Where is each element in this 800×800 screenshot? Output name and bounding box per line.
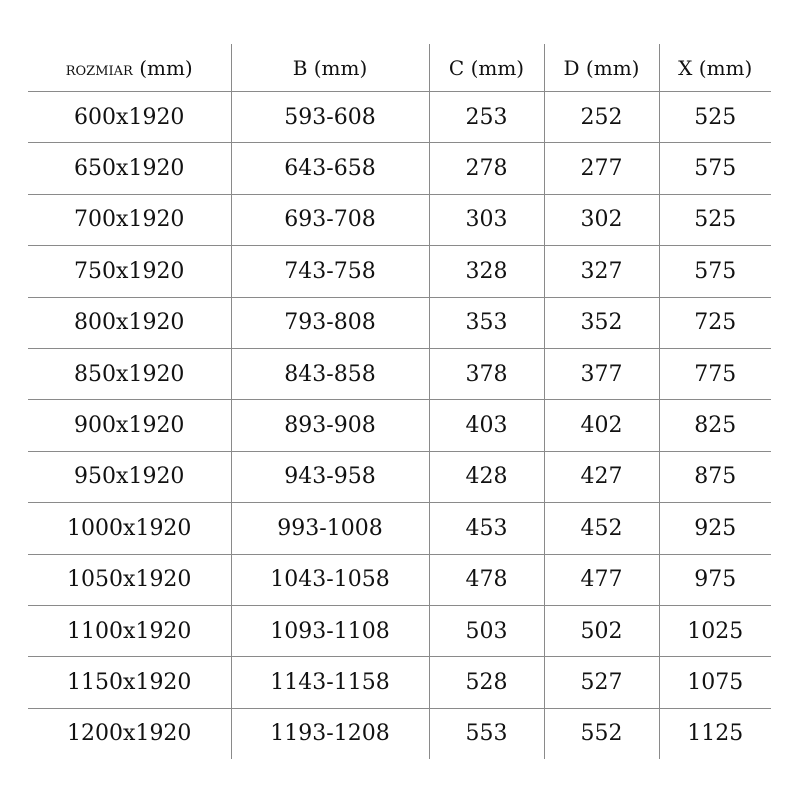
cell-size: 1100x1920 <box>28 605 231 658</box>
cell-x: 1025 <box>658 605 771 658</box>
cell-b: 693-708 <box>230 194 429 247</box>
cell-d: 352 <box>543 297 659 349</box>
cell-size: 1150x1920 <box>28 656 231 709</box>
cell-b: 643-658 <box>230 142 429 195</box>
header-label: X <box>678 55 693 80</box>
cell-size: 1050x1920 <box>28 554 231 606</box>
cell-d: 502 <box>543 605 659 658</box>
cell-b: 1193-1208 <box>230 708 429 760</box>
cell-c: 428 <box>428 451 544 504</box>
header-x: X (mm) <box>658 44 771 92</box>
cell-d: 252 <box>543 91 659 144</box>
cell-x: 1075 <box>658 656 771 709</box>
cell-c: 378 <box>428 348 544 401</box>
cell-size: 700x1920 <box>28 194 231 247</box>
cell-d: 327 <box>543 245 659 298</box>
table-row: 1050x1920 1043-1058 478 477 975 <box>28 554 771 606</box>
cell-c: 478 <box>428 554 544 606</box>
cell-b: 943-958 <box>230 451 429 504</box>
cell-c: 528 <box>428 656 544 709</box>
cell-b: 1043-1058 <box>230 554 429 606</box>
cell-d: 452 <box>543 502 659 555</box>
cell-b: 1143-1158 <box>230 656 429 709</box>
table-row: 900x1920 893-908 403 402 825 <box>28 399 771 452</box>
table-row: 700x1920 693-708 303 302 525 <box>28 194 771 247</box>
table-row: 850x1920 843-858 378 377 775 <box>28 348 771 401</box>
table-row: 1000x1920 993-1008 453 452 925 <box>28 502 771 555</box>
table-row: 800x1920 793-808 353 352 725 <box>28 297 771 349</box>
cell-c: 278 <box>428 142 544 195</box>
cell-x: 925 <box>658 502 771 555</box>
cell-b: 843-858 <box>230 348 429 401</box>
cell-c: 453 <box>428 502 544 555</box>
header-unit: (mm) <box>698 55 753 80</box>
cell-x: 825 <box>658 399 771 452</box>
header-unit: (mm) <box>139 55 193 80</box>
cell-size: 1200x1920 <box>67 721 192 747</box>
cell-d: 552 <box>543 708 659 760</box>
cell-d: 277 <box>543 142 659 195</box>
header-b: B (mm) <box>230 44 429 92</box>
cell-size: 800x1920 <box>28 297 231 349</box>
header-unit: (mm) <box>470 55 525 80</box>
header-d: D (mm) <box>543 44 659 92</box>
header-label: D <box>563 55 580 80</box>
cell-c: 503 <box>428 605 544 658</box>
cell-c: 253 <box>428 91 544 144</box>
cell-c: 303 <box>428 194 544 247</box>
cell-c: 328 <box>428 245 544 298</box>
cell-c: 353 <box>428 297 544 349</box>
header-label: C <box>448 55 465 80</box>
cell-b: 593-608 <box>230 91 429 144</box>
cell-x: 575 <box>658 245 771 298</box>
table-row: 950x1920 943-958 428 427 875 <box>28 451 771 504</box>
cell-x: 575 <box>658 142 771 195</box>
cell-size: 950x1920 <box>28 451 231 504</box>
cell-x: 725 <box>658 297 771 349</box>
header-label: B <box>292 55 308 80</box>
cell-d: 477 <box>543 554 659 606</box>
cell-size: 750x1920 <box>28 245 231 298</box>
table-body: 600x1920 593-608 253 252 525 650x1920 643-658 2… <box>28 91 771 760</box>
cell-x: 975 <box>658 554 771 606</box>
table-row: 1100x1920 1093-1108 503 502 1025 <box>28 605 771 658</box>
cell-d: 377 <box>543 348 659 401</box>
header-rozmiar: ROZMIAR (mm) <box>28 44 231 92</box>
cell-x: 525 <box>658 91 771 144</box>
dimensions-table: ROZMIAR (mm) B (mm) C (mm) D (mm) X (mm)… <box>28 44 771 760</box>
cell-x: 525 <box>658 194 771 247</box>
cell-d: 302 <box>543 194 659 247</box>
cell-b: 1093-1108 <box>230 605 429 658</box>
cell-b: 743-758 <box>230 245 429 298</box>
cell-b: 793-808 <box>230 297 429 349</box>
cell-d: 402 <box>543 399 659 452</box>
cell-c: 403 <box>428 399 544 452</box>
header-c: C (mm) <box>428 44 544 92</box>
cell-size: 600x1920 <box>28 91 231 144</box>
cell-size: 900x1920 <box>28 399 231 452</box>
cell-b: 993-1008 <box>230 502 429 555</box>
header-row: ROZMIAR (mm) B (mm) C (mm) D (mm) X (mm) <box>28 44 771 92</box>
cell-d: 427 <box>543 451 659 504</box>
cell-x: 875 <box>658 451 771 504</box>
cell-size: 650x1920 <box>28 142 231 195</box>
cell-size: 1000x1920 <box>28 502 231 555</box>
cell-d: 527 <box>543 656 659 709</box>
cell-size: 850x1920 <box>28 348 231 401</box>
table-row: 600x1920 593-608 253 252 525 <box>28 91 771 144</box>
table-row: 750x1920 743-758 328 327 575 <box>28 245 771 298</box>
cell-x: 775 <box>658 348 771 401</box>
header-unit: (mm) <box>313 55 368 80</box>
header-unit: (mm) <box>585 55 640 80</box>
cell-c: 553 <box>428 708 544 760</box>
table-row: 1200x1920 1193-1208 553 552 1125 <box>28 708 771 760</box>
table-row: 650x1920 643-658 278 277 575 <box>28 142 771 195</box>
cell-b: 893-908 <box>230 399 429 452</box>
cell-x: 1125 <box>658 708 771 760</box>
table-row: 1150x1920 1143-1158 528 527 1075 <box>28 656 771 709</box>
header-label: ROZMIAR <box>65 63 133 79</box>
